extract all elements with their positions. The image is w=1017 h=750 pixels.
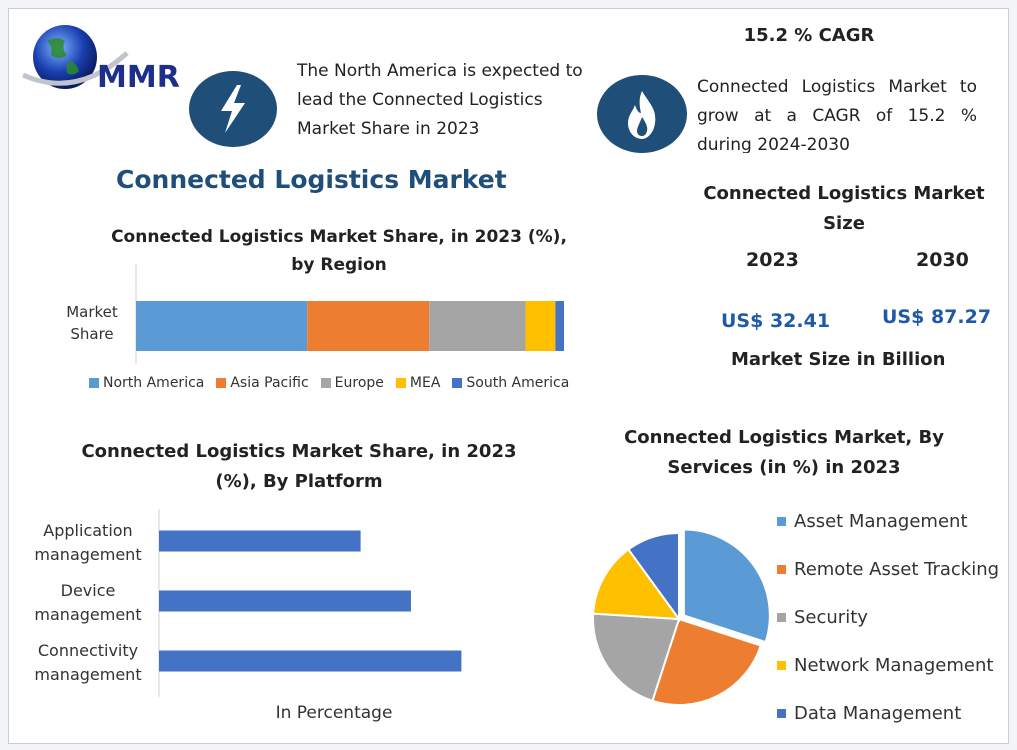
legend-item-north-america: North America (89, 375, 204, 391)
bar-segment-north-america (136, 301, 308, 351)
market-size-value-2023: US$ 32.41 (721, 310, 831, 332)
market-size-year-2030: 2030 (916, 249, 969, 271)
legend-swatch (395, 378, 406, 388)
bar-application-management (159, 530, 361, 552)
legend-item-asset-management: Asset Management (777, 511, 968, 532)
legend-item-europe: Europe (320, 375, 384, 391)
legend-label: Asia Pacific (230, 375, 309, 391)
services-chart-legend: Asset Management Remote Asset Tracking Sec… (777, 503, 1002, 733)
legend-item-remote-asset-tracking: Remote Asset Tracking (777, 559, 999, 580)
cagr-title: 15.2 % CAGR (743, 25, 875, 46)
legend-label: South America (466, 375, 570, 391)
market-size-title: Connected Logistics Market Size (703, 183, 985, 234)
bar-segment-europe (429, 301, 526, 351)
market-size-value-2030: US$ 87.27 (882, 306, 992, 328)
legend-item-network-management: Network Management (777, 655, 993, 676)
legend-swatch (89, 378, 99, 388)
legend-label: MEA (409, 375, 441, 391)
legend-swatch (216, 378, 227, 388)
legend-label: Security (794, 607, 868, 628)
legend-label: North America (103, 375, 205, 391)
legend-swatch (777, 613, 786, 622)
svg-text:MMR: MMR (97, 60, 180, 95)
legend-item-south-america: South America (452, 375, 569, 391)
pie-slice-network-management (592, 548, 682, 621)
region-chart-legend: North America Asia Pacific Europe MEA South … (89, 373, 649, 392)
category-label-connectivity-management: Connectivity management (34, 641, 142, 684)
legend-item-asia-pacific: Asia Pacific (216, 375, 309, 391)
services-chart-title: Connected Logistics Market, By Services … (624, 427, 944, 478)
lightning-badge (189, 71, 277, 147)
region-chart-title: Connected Logistics Market Share, in 202… (111, 227, 567, 275)
globe-icon: MMR (21, 25, 180, 95)
legend-label: Network Management (794, 655, 994, 676)
bar-device-management (159, 590, 411, 612)
legend-swatch (452, 378, 463, 388)
bar-connectivity-management (159, 650, 462, 672)
bar-segment-south-america (555, 301, 564, 351)
legend-item-mea: MEA (395, 375, 441, 391)
cagr-text: Connected Logistics Market to grow at a … (697, 77, 977, 153)
platform-chart-category-labels: Application management Device management Con… (29, 509, 147, 709)
platform-chart-xlabel: In Percentage (275, 703, 393, 723)
legend-swatch (777, 517, 786, 526)
region-stacked-bar-chart (135, 264, 564, 364)
fire-icon (628, 91, 656, 139)
legend-label: Data Management (794, 703, 962, 724)
legend-label: Remote Asset Tracking (794, 559, 1000, 580)
pie-slice-remote-asset-tracking (651, 617, 763, 706)
legend-item-security: Security (777, 607, 868, 628)
pie-slice-data-management (627, 531, 680, 623)
category-label-device-management: Device management (34, 581, 142, 624)
legend-swatch (320, 378, 331, 388)
legend-swatch (777, 565, 786, 574)
lightning-icon (221, 85, 245, 133)
category-label-application-management: Application management (34, 521, 142, 564)
market-size-year-2023: 2023 (746, 249, 799, 271)
infographic-card: MMR The North America is expected to lea… (8, 8, 1009, 744)
services-pie-chart (592, 528, 771, 706)
legend-label: Europe (334, 375, 384, 391)
pie-slice-asset-management (682, 528, 771, 644)
mmr-logo: MMR (17, 17, 187, 97)
platform-bar-chart (158, 509, 462, 697)
page-title: Connected Logistics Market (116, 165, 507, 194)
legend-swatch (777, 709, 786, 718)
platform-chart-title: Connected Logistics Market Share, in 202… (81, 441, 517, 492)
legend-item-data-management: Data Management (777, 703, 961, 724)
market-size-caption: Market Size in Billion (731, 349, 946, 370)
north-america-text: The North America is expected to lead th… (297, 61, 583, 139)
legend-swatch (777, 661, 786, 670)
bar-segment-mea (525, 301, 556, 351)
pie-slice-security (592, 612, 681, 703)
bar-segment-asia-pacific (307, 301, 430, 351)
region-chart-category-label: Market Share (66, 303, 118, 343)
fire-badge (597, 75, 687, 153)
legend-label: Asset Management (794, 511, 968, 532)
